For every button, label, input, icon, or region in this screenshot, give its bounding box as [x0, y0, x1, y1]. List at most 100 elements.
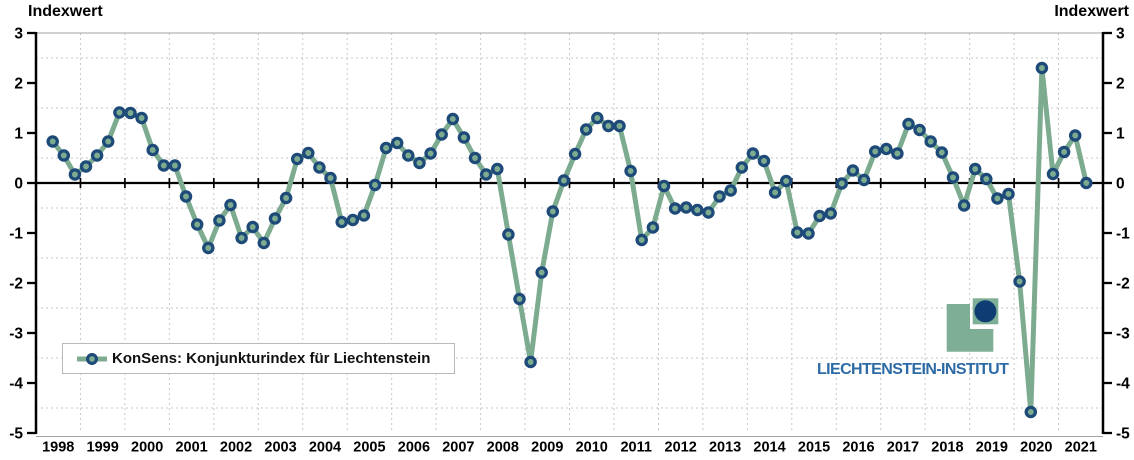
y-tick-label-left: -2 — [9, 276, 23, 293]
x-year-label: 2014 — [753, 440, 785, 456]
x-year-label: 2017 — [887, 440, 919, 456]
x-year-label: 2004 — [309, 440, 341, 456]
x-year-label: 2009 — [531, 440, 563, 456]
data-point-marker — [835, 177, 849, 190]
data-point-marker — [224, 198, 237, 212]
data-point-marker — [79, 160, 93, 173]
x-year-label: 2021 — [1065, 440, 1097, 456]
data-point-marker — [579, 123, 593, 136]
data-point-marker — [924, 135, 937, 148]
y-tick-label-right: -1 — [1116, 226, 1130, 243]
data-point-marker — [390, 136, 404, 150]
data-point-marker — [857, 173, 871, 187]
data-point-marker — [657, 179, 671, 193]
data-point-marker — [802, 227, 815, 240]
x-year-label: 2003 — [264, 440, 296, 456]
data-point-marker — [568, 147, 582, 161]
data-point-marker — [713, 190, 726, 203]
x-year-label: 2012 — [665, 440, 697, 456]
data-point-marker — [846, 164, 860, 177]
data-point-marker — [502, 228, 515, 241]
data-point-marker — [402, 149, 415, 162]
data-point-marker — [535, 266, 548, 279]
data-point-marker — [179, 190, 193, 203]
data-point-marker — [757, 154, 771, 168]
x-year-label: 2016 — [842, 440, 874, 456]
data-point-marker — [468, 151, 482, 165]
data-point-marker — [68, 168, 82, 181]
data-point-marker — [46, 135, 59, 148]
y-tick-label-left: -3 — [9, 326, 23, 343]
data-point-marker — [902, 117, 915, 131]
data-point-marker — [646, 221, 660, 234]
data-point-marker — [457, 131, 471, 144]
data-point-marker — [668, 202, 682, 215]
data-point-marker — [257, 236, 271, 250]
data-point-marker — [479, 168, 493, 181]
y-tick-label-left: -4 — [9, 376, 23, 393]
data-point-marker — [202, 241, 215, 255]
data-point-marker — [213, 214, 226, 227]
data-point-marker — [1002, 187, 1015, 201]
data-point-marker — [735, 161, 749, 174]
data-point-marker — [124, 106, 137, 120]
data-point-marker — [1057, 145, 1071, 159]
data-point-marker — [768, 186, 782, 199]
data-point-marker — [135, 111, 148, 125]
x-year-label: 2000 — [131, 440, 163, 456]
data-point-marker — [57, 149, 71, 162]
data-point-marker — [346, 213, 360, 227]
x-year-label: 2006 — [398, 440, 430, 456]
x-year-label: 2002 — [220, 440, 252, 456]
x-year-label: 2001 — [175, 440, 207, 456]
x-year-label: 2015 — [798, 440, 830, 456]
data-point-marker — [290, 152, 304, 166]
y-tick-label-right: 1 — [1116, 126, 1125, 143]
data-point-marker — [546, 205, 560, 218]
data-point-marker — [591, 111, 604, 125]
data-point-marker — [313, 161, 326, 174]
data-point-marker — [157, 159, 171, 172]
data-point-marker — [946, 171, 960, 184]
data-point-marker — [980, 172, 993, 186]
data-point-marker — [935, 146, 949, 159]
data-point-marker — [379, 141, 393, 155]
x-year-label: 1999 — [87, 440, 119, 456]
y-tick-label-right: -5 — [1116, 426, 1130, 443]
y-tick-label-right: 3 — [1116, 26, 1125, 43]
data-point-marker — [868, 145, 882, 158]
legend-box: KonSens: Konjunkturindex für Liechtenste… — [62, 343, 455, 374]
data-point-marker — [335, 215, 348, 229]
x-year-label: 2019 — [976, 440, 1008, 456]
data-point-marker — [613, 119, 626, 133]
y-tick-label-right: -4 — [1116, 376, 1130, 393]
data-point-marker — [435, 128, 448, 141]
x-year-label: 2010 — [576, 440, 608, 456]
data-point-marker — [557, 174, 571, 187]
y-axis-title-left: Indexwert — [28, 3, 103, 20]
liechtenstein-institut-wordmark: LIECHTENSTEIN-INSTITUT — [817, 361, 1009, 378]
data-point-marker — [1035, 61, 1049, 75]
data-point-marker — [279, 191, 293, 205]
data-point-marker — [635, 233, 648, 247]
data-point-marker — [446, 112, 460, 126]
data-point-marker — [235, 231, 248, 245]
data-point-marker — [624, 164, 637, 178]
y-tick-label-right: -3 — [1116, 326, 1130, 343]
data-point-marker — [302, 146, 315, 160]
data-point-marker — [90, 149, 104, 162]
data-point-marker — [190, 218, 204, 231]
logo-navy-circle — [974, 300, 997, 323]
x-year-label: 2008 — [487, 440, 519, 456]
data-point-marker — [424, 147, 437, 160]
y-tick-label-left: -1 — [9, 226, 23, 243]
data-point-marker — [513, 292, 526, 306]
y-axis-title-right: Indexwert — [1054, 3, 1129, 20]
x-year-label: 2011 — [620, 440, 651, 456]
logo-l-shape — [946, 304, 994, 352]
data-point-marker — [491, 162, 504, 176]
x-year-label: 2018 — [931, 440, 963, 456]
y-tick-label-left: 0 — [14, 176, 23, 193]
